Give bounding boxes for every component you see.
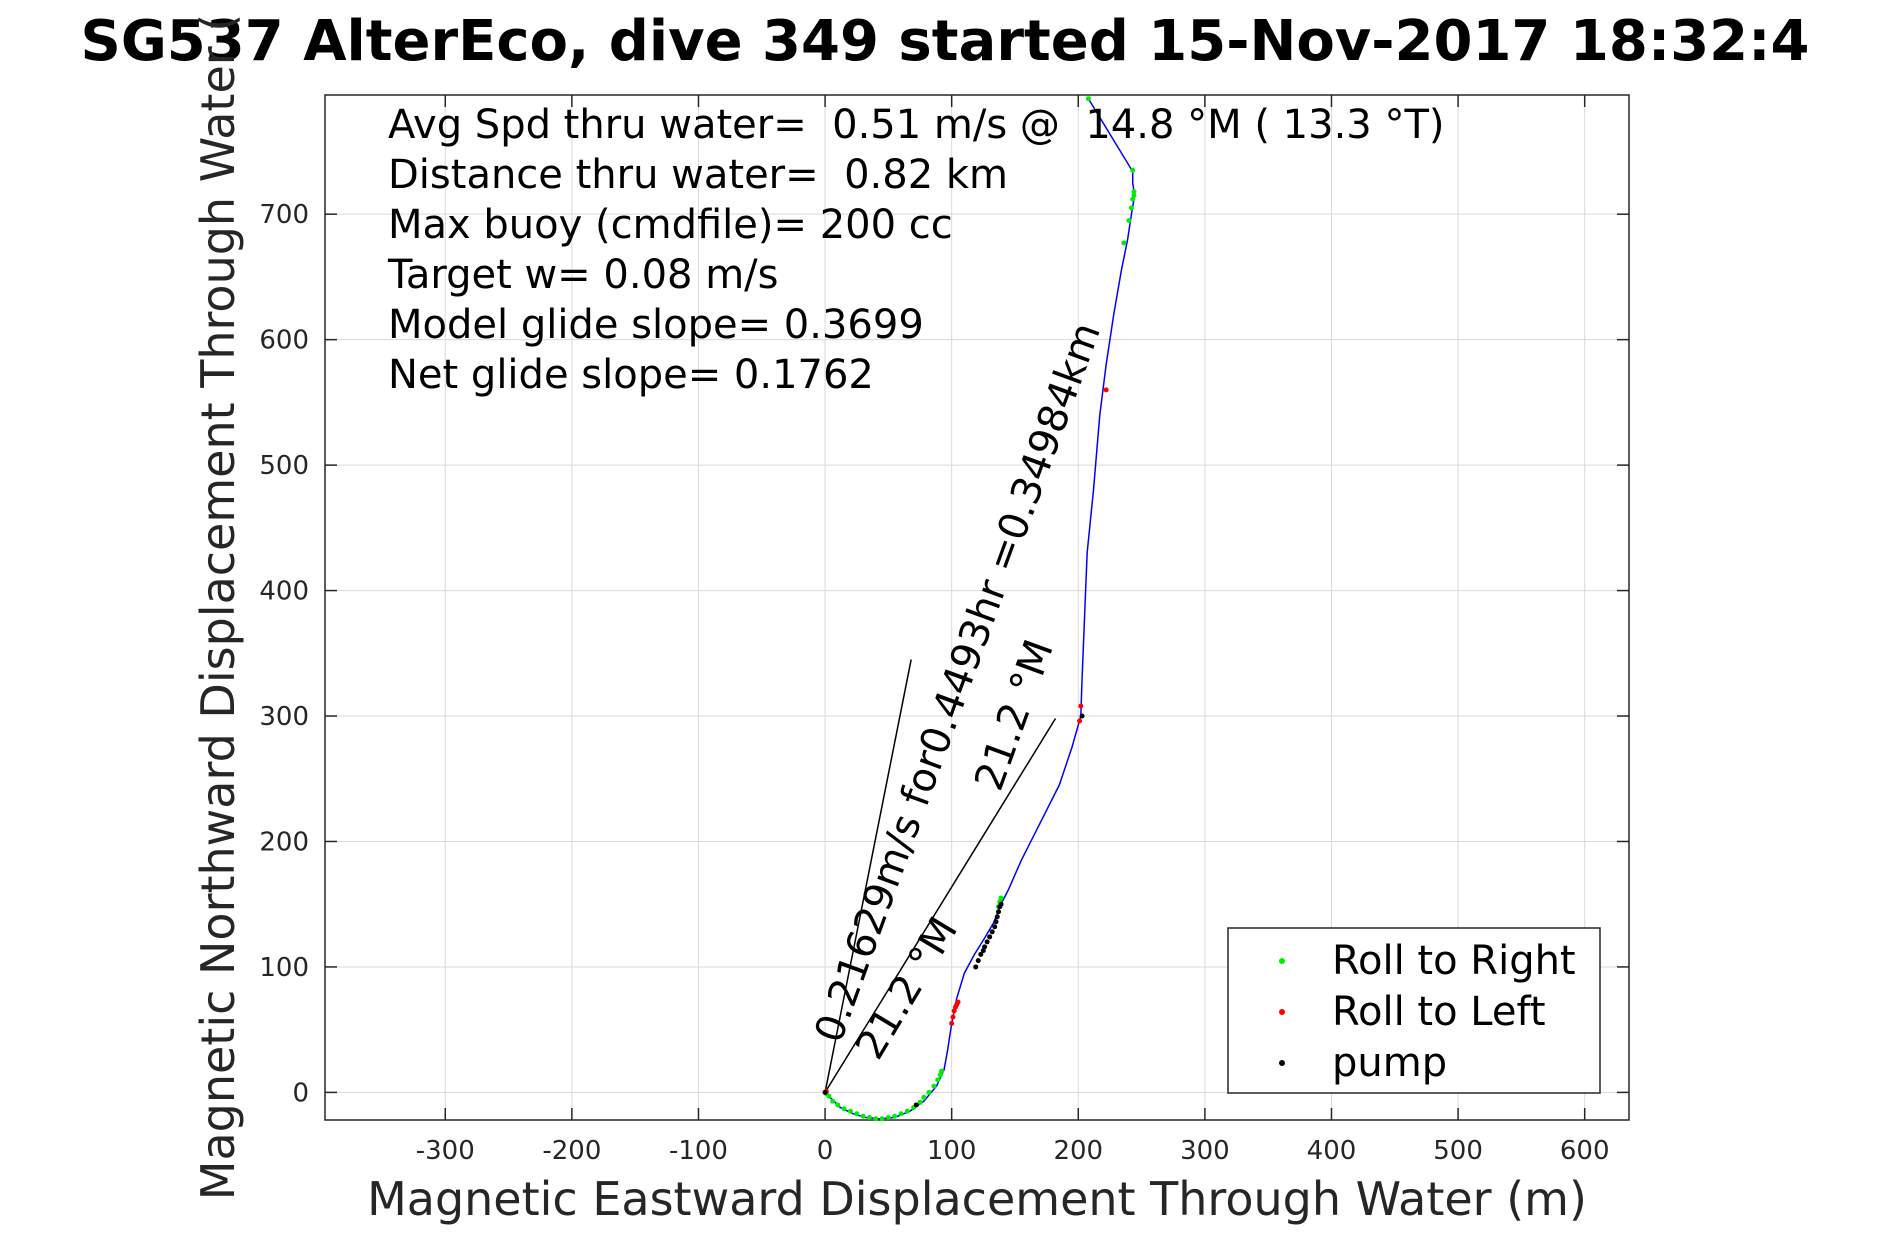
- stats-block: Avg Spd thru water= 0.51 m/s @ 14.8 °M (…: [387, 102, 1444, 398]
- stat-distance: Distance thru water= 0.82 km: [388, 152, 1008, 198]
- x-tick-label: 0: [817, 1136, 834, 1166]
- stat-avg-speed: Avg Spd thru water= 0.51 m/s @ 14.8 °M (…: [388, 102, 1444, 148]
- point-roll-to-right: [931, 1083, 937, 1089]
- point-roll-to-left: [1078, 703, 1084, 709]
- point-roll-to-left: [955, 999, 961, 1005]
- legend-marker-roll-left: [1279, 1009, 1285, 1015]
- point-pump: [980, 948, 986, 954]
- point-roll-to-right: [1121, 240, 1127, 246]
- point-pump: [989, 929, 995, 935]
- legend-marker-roll-right: [1279, 958, 1285, 964]
- point-pump: [998, 901, 1004, 907]
- x-tick-label: -200: [542, 1136, 601, 1166]
- point-pump: [987, 934, 993, 940]
- point-pump: [913, 1102, 919, 1108]
- x-tick-label: 600: [1560, 1136, 1610, 1166]
- point-roll-to-right: [1126, 217, 1132, 223]
- legend-label-roll-left: Roll to Left: [1332, 989, 1546, 1035]
- y-tick-label: 200: [259, 827, 309, 857]
- x-tick-label: 200: [1053, 1136, 1103, 1166]
- point-pump: [978, 951, 984, 957]
- point-roll-to-right: [1130, 167, 1136, 173]
- axis-ticks: -300 -200 -100 0 100 200 300 400 500 600 0 100 200 30…: [259, 95, 1629, 1166]
- point-layer: [822, 96, 1137, 1122]
- heading-reference-line: [824, 659, 912, 1093]
- point-roll-to-right: [1128, 205, 1134, 211]
- y-tick-label: 300: [259, 702, 309, 732]
- point-roll-to-right: [921, 1094, 927, 1100]
- point-roll-to-right: [1131, 192, 1137, 198]
- point-roll-to-left: [950, 1014, 956, 1020]
- plot-frame: [324, 94, 1630, 1121]
- point-roll-to-right: [926, 1089, 932, 1095]
- y-axis-label: Magnetic Northward Displacement Through …: [191, 14, 245, 1200]
- chart-title: SG537 AlterEco, dive 349 started 15-Nov-…: [81, 9, 1810, 74]
- point-pump: [993, 919, 999, 925]
- point-pump: [984, 939, 990, 945]
- point-roll-to-right: [998, 895, 1004, 901]
- y-tick-label: 700: [259, 200, 309, 230]
- stat-max-buoy: Max buoy (cmdfile)= 200 cc: [388, 202, 953, 248]
- heading-reference-line: [824, 718, 1057, 1093]
- legend-box: [1227, 927, 1601, 1094]
- point-pump: [982, 944, 988, 950]
- point-roll-to-left: [1103, 387, 1109, 393]
- point-roll-to-right: [879, 1116, 885, 1122]
- point-roll-to-right: [917, 1099, 923, 1105]
- point-roll-to-right: [892, 1113, 898, 1119]
- stat-target-w: Target w= 0.08 m/s: [387, 252, 778, 298]
- point-pump: [975, 958, 981, 964]
- point-pump: [996, 909, 1002, 915]
- point-roll-to-left: [949, 1020, 955, 1026]
- point-roll-to-right: [847, 1108, 853, 1114]
- point-roll-to-left: [1077, 718, 1083, 724]
- point-roll-to-right: [1085, 96, 1091, 102]
- point-roll-to-right: [841, 1106, 847, 1112]
- point-roll-to-right: [885, 1114, 891, 1120]
- x-axis-label: Magnetic Eastward Displacement Through W…: [367, 1172, 1587, 1226]
- x-tick-label: 500: [1433, 1136, 1483, 1166]
- stat-net-glide-slope: Net glide slope= 0.1762: [388, 352, 874, 398]
- point-pump: [973, 964, 979, 970]
- point-roll-to-right: [1131, 189, 1137, 195]
- point-roll-to-right: [860, 1113, 866, 1119]
- legend: Roll to Right Roll to Left pump: [1227, 927, 1601, 1094]
- y-tick-label: 0: [292, 1078, 309, 1108]
- point-pump: [992, 924, 998, 930]
- point-roll-to-right: [904, 1108, 910, 1114]
- x-tick-label: -100: [669, 1136, 728, 1166]
- y-tick-label: 500: [259, 451, 309, 481]
- legend-label-pump: pump: [1332, 1040, 1447, 1086]
- x-tick-label: -300: [416, 1136, 475, 1166]
- y-tick-label: 600: [259, 326, 309, 356]
- point-roll-to-right: [835, 1102, 841, 1108]
- point-roll-to-right: [939, 1068, 945, 1074]
- stat-model-glide-slope: Model glide slope= 0.3699: [388, 302, 924, 348]
- x-tick-label: 300: [1180, 1136, 1230, 1166]
- point-roll-to-right: [898, 1111, 904, 1117]
- point-roll-to-right: [1130, 196, 1136, 202]
- point-roll-to-left: [951, 1008, 957, 1014]
- point-roll-to-right: [935, 1077, 941, 1083]
- legend-label-roll-right: Roll to Right: [1332, 938, 1576, 984]
- point-pump: [994, 914, 1000, 920]
- point-roll-to-right: [866, 1114, 872, 1120]
- y-tick-label: 400: [259, 577, 309, 607]
- x-tick-label: 100: [927, 1136, 977, 1166]
- legend-marker-pump: [1279, 1060, 1285, 1066]
- point-roll-to-right: [826, 1093, 832, 1099]
- point-pump: [1079, 713, 1085, 719]
- y-tick-label: 100: [259, 953, 309, 983]
- point-roll-to-right: [854, 1111, 860, 1117]
- point-roll-to-right: [873, 1116, 879, 1122]
- reference-lines: [824, 659, 1057, 1093]
- point-pump: [822, 1089, 828, 1095]
- point-roll-to-right: [937, 1072, 943, 1078]
- x-tick-label: 400: [1307, 1136, 1357, 1166]
- point-roll-to-right: [830, 1098, 836, 1104]
